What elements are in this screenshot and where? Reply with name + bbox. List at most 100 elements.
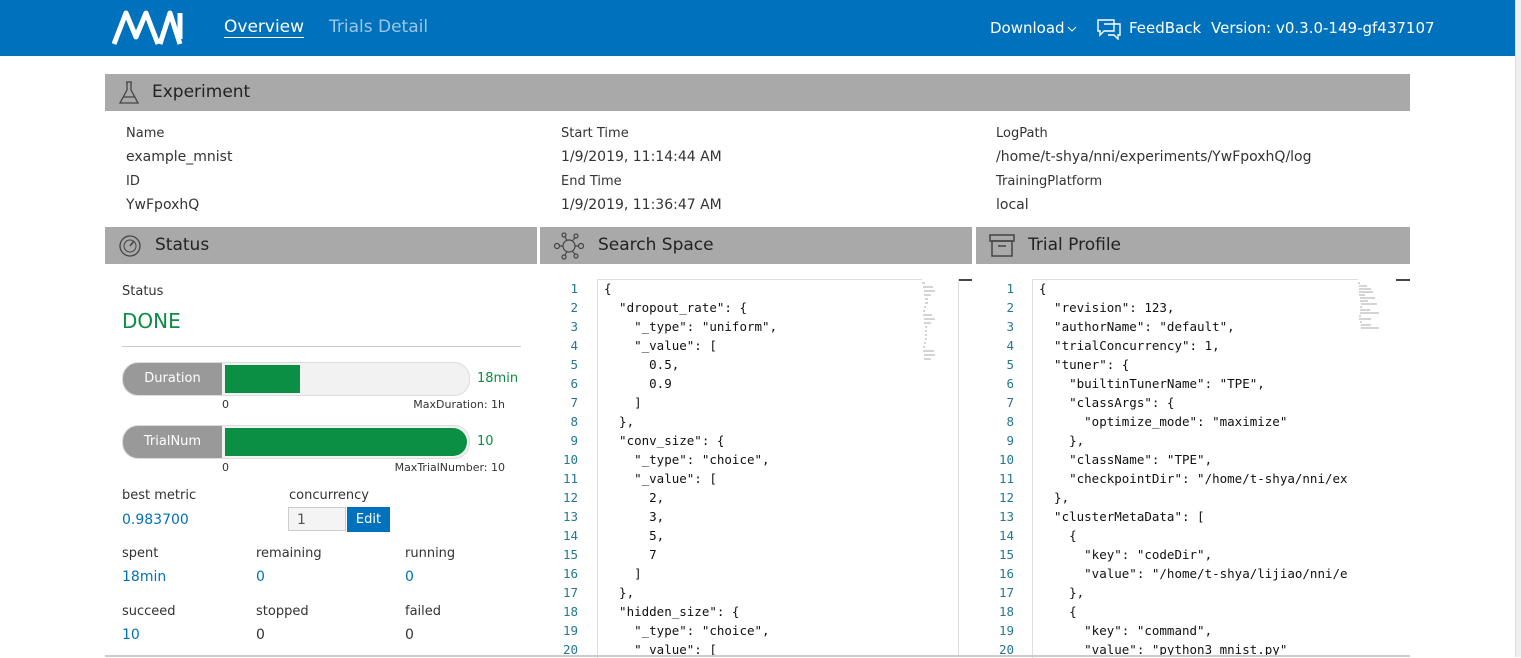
code-line: }, bbox=[1039, 490, 1070, 505]
logo[interactable] bbox=[112, 9, 186, 47]
code-line: }, bbox=[604, 585, 635, 600]
trial-profile-header: Trial Profile bbox=[976, 227, 1410, 264]
stat-value: 18min bbox=[122, 569, 167, 585]
line-number: 11 bbox=[998, 471, 1014, 486]
duration-label: Duration bbox=[123, 363, 222, 395]
line-number: 17 bbox=[998, 585, 1014, 600]
code-line: 3, bbox=[604, 509, 665, 524]
minimap bbox=[922, 282, 935, 360]
field-value: local bbox=[996, 197, 1029, 213]
code-line: "_value": [ bbox=[604, 471, 717, 486]
field-label: Start Time bbox=[561, 126, 629, 141]
stat-label: succeed bbox=[122, 604, 176, 619]
duration-fill bbox=[225, 365, 300, 393]
line-number: 16 bbox=[562, 566, 578, 581]
field-value: YwFpoxhQ bbox=[126, 197, 200, 213]
nav-trials-detail[interactable]: Trials Detail bbox=[329, 17, 429, 37]
code-line: 0.5, bbox=[604, 357, 680, 372]
code-line: "_type": "uniform", bbox=[604, 319, 778, 334]
minimap bbox=[1358, 282, 1379, 329]
feedback-link[interactable]: FeedBack bbox=[1129, 19, 1202, 37]
chevron-icon bbox=[1067, 26, 1077, 32]
search-space-editor bbox=[597, 279, 922, 658]
status-title: Status bbox=[155, 235, 210, 255]
duration-max: MaxDuration: 1h bbox=[413, 398, 505, 411]
line-number: 7 bbox=[1006, 395, 1014, 410]
code-line: "_type": "choice", bbox=[604, 623, 770, 638]
duration-min: 0 bbox=[222, 398, 229, 411]
line-number: 1 bbox=[1006, 281, 1014, 296]
edit-button[interactable]: Edit bbox=[347, 507, 390, 532]
code-line: "tuner": { bbox=[1039, 357, 1130, 372]
download-menu[interactable]: Download bbox=[990, 19, 1065, 37]
code-line: { bbox=[604, 281, 612, 296]
flask-icon bbox=[118, 81, 140, 104]
code-line: "className": "TPE", bbox=[1039, 452, 1213, 467]
feedback-icon bbox=[1097, 19, 1121, 40]
code-line: "revision": 123, bbox=[1039, 300, 1175, 315]
code-line: "key": "command", bbox=[1039, 623, 1213, 638]
search-space-header: Search Space bbox=[540, 227, 972, 264]
stat-value: 10 bbox=[122, 627, 140, 643]
code-line: 0.9 bbox=[604, 376, 672, 391]
code-line: "_value": [ bbox=[604, 338, 717, 353]
duration-bar: Duration bbox=[122, 362, 470, 396]
line-number: 2 bbox=[1006, 300, 1014, 315]
trialnum-min: 0 bbox=[222, 461, 229, 474]
line-number: 9 bbox=[1006, 433, 1014, 448]
line-number: 19 bbox=[998, 623, 1014, 638]
concurrency-input[interactable]: 1 bbox=[288, 507, 346, 531]
code-line: 2, bbox=[604, 490, 665, 505]
line-number: 19 bbox=[562, 623, 578, 638]
editor-scroll-thumb bbox=[959, 279, 972, 281]
line-number: 13 bbox=[562, 509, 578, 524]
line-number: 20 bbox=[998, 642, 1014, 657]
trial-profile-title: Trial Profile bbox=[1028, 235, 1122, 255]
trialnum-label: TrialNum bbox=[123, 426, 222, 458]
status-value: DONE bbox=[122, 309, 181, 333]
trialnum-bar: TrialNum bbox=[122, 425, 470, 459]
code-line: "conv_size": { bbox=[604, 433, 725, 448]
line-number: 14 bbox=[998, 528, 1014, 543]
divider bbox=[122, 346, 521, 347]
nav-overview[interactable]: Overview bbox=[224, 17, 305, 37]
line-number: 8 bbox=[570, 414, 578, 429]
stat-value: 0 bbox=[405, 627, 414, 643]
field-value: /home/t-shya/nni/experiments/YwFpoxhQ/lo… bbox=[996, 149, 1312, 165]
line-number: 2 bbox=[570, 300, 578, 315]
field-label: End Time bbox=[561, 174, 622, 189]
experiment-header: Experiment bbox=[105, 74, 1410, 111]
line-number: 9 bbox=[570, 433, 578, 448]
code-line: "trialConcurrency": 1, bbox=[1039, 338, 1220, 353]
bottom-border bbox=[105, 655, 1410, 657]
line-number: 8 bbox=[1006, 414, 1014, 429]
stat-value: 0 bbox=[405, 569, 414, 585]
code-line: "classArgs": { bbox=[1039, 395, 1175, 410]
trialnum-fill bbox=[225, 428, 467, 456]
trialnum-value: 10 bbox=[477, 434, 494, 449]
code-line: "authorName": "default", bbox=[1039, 319, 1235, 334]
status-label: Status bbox=[122, 284, 164, 299]
scrollbar[interactable] bbox=[1515, 0, 1521, 657]
field-label: Name bbox=[126, 126, 165, 141]
stat-label: remaining bbox=[256, 546, 322, 561]
line-number: 1 bbox=[570, 281, 578, 296]
line-number: 20 bbox=[562, 642, 578, 657]
line-number: 10 bbox=[998, 452, 1014, 467]
best-metric-label: best metric bbox=[122, 488, 197, 503]
code-line: "value": "python3 mnist.py" bbox=[1039, 642, 1288, 657]
line-number: 6 bbox=[570, 376, 578, 391]
code-line: { bbox=[1039, 528, 1077, 543]
line-number: 12 bbox=[562, 490, 578, 505]
stat-value: 0 bbox=[256, 627, 265, 643]
stat-label: spent bbox=[122, 546, 159, 561]
trial-profile-editor bbox=[1032, 279, 1358, 658]
gauge-icon bbox=[119, 235, 141, 257]
field-value: 1/9/2019, 11:14:44 AM bbox=[561, 149, 722, 165]
line-number: 4 bbox=[1006, 338, 1014, 353]
network-icon bbox=[553, 232, 585, 260]
code-line: 5, bbox=[604, 528, 665, 543]
code-line: "key": "codeDir", bbox=[1039, 547, 1213, 562]
